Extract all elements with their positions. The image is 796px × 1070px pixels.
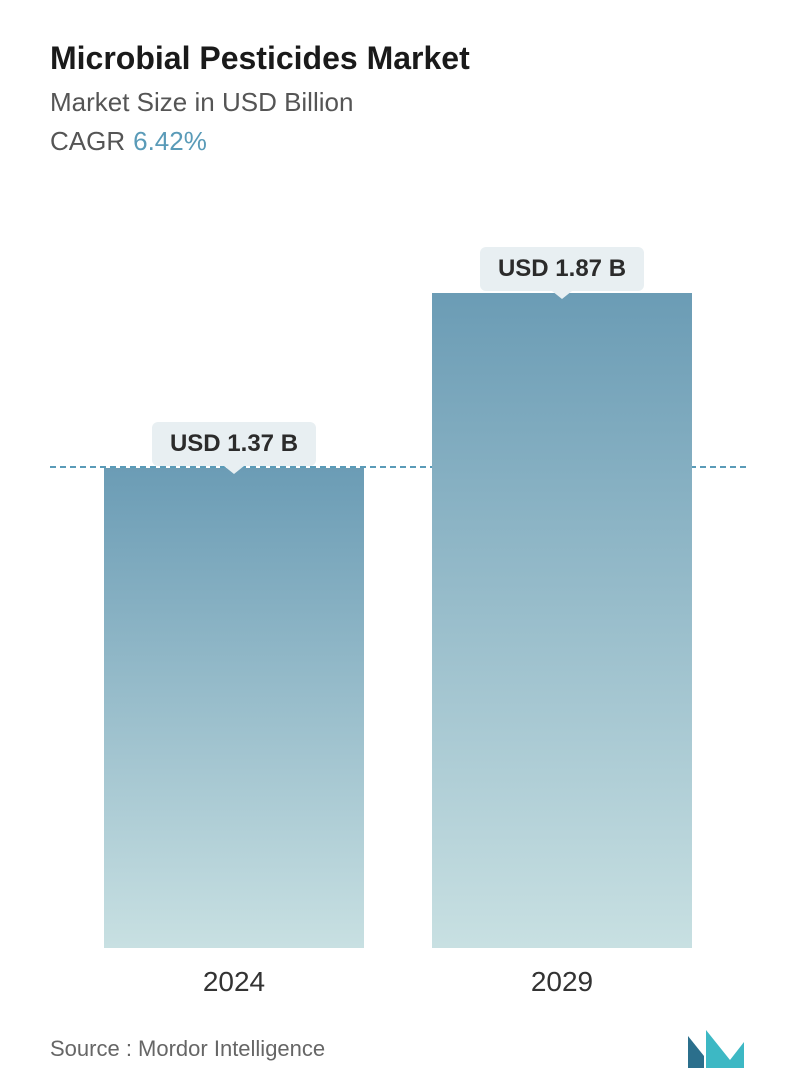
bar-value-label-2029: USD 1.87 B — [480, 247, 644, 291]
chart-subtitle: Market Size in USD Billion — [50, 87, 746, 118]
bar-2024 — [104, 468, 364, 948]
chart-container: Microbial Pesticides Market Market Size … — [0, 0, 796, 1034]
bar-value-label-2024: USD 1.37 B — [152, 422, 316, 466]
x-axis-labels: 2024 2029 — [50, 948, 746, 998]
x-label-2024: 2024 — [104, 966, 364, 998]
bar-group-2029: USD 1.87 B — [432, 247, 692, 948]
chart-footer: Source : Mordor Intelligence — [50, 998, 746, 1070]
bar-group-2024: USD 1.37 B — [104, 422, 364, 948]
x-label-2029: 2029 — [432, 966, 692, 998]
cagr-value: 6.42% — [133, 126, 207, 156]
cagr-label: CAGR — [50, 126, 125, 156]
cagr-line: CAGR 6.42% — [50, 126, 746, 157]
bar-2029 — [432, 293, 692, 948]
source-text: Source : Mordor Intelligence — [50, 1036, 325, 1062]
chart-title: Microbial Pesticides Market — [50, 40, 746, 77]
chart-plot-area: USD 1.37 B USD 1.87 B — [50, 187, 746, 948]
mordor-logo-icon — [686, 1028, 746, 1070]
